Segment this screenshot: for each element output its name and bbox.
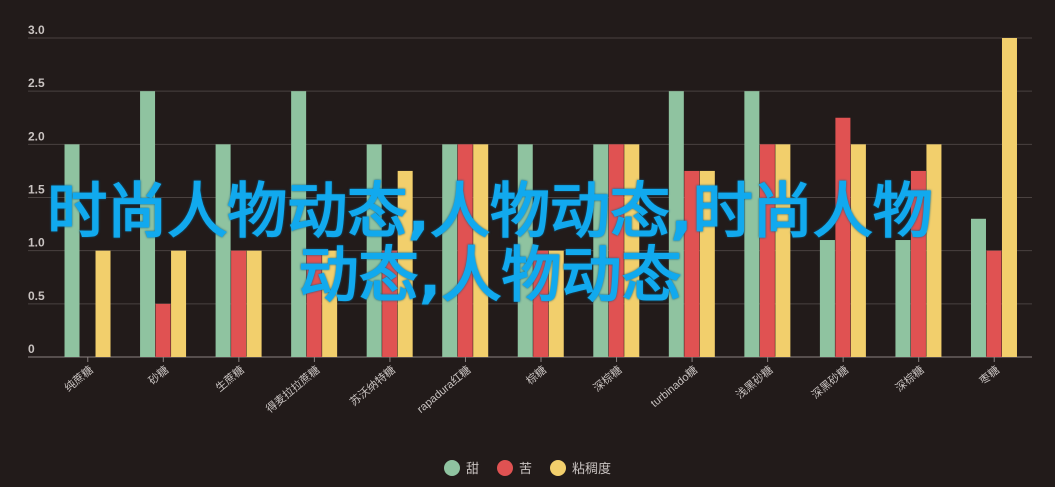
bar [910,170,926,357]
bar [986,250,1002,357]
bar [155,303,171,357]
bar [548,250,564,357]
bar [382,250,398,357]
y-tick-label: 1.5 [28,183,45,197]
bar [473,144,489,357]
bar [699,170,715,357]
legend-label: 甜 [465,461,479,476]
x-tick-label: 得麦拉拉蔗糖 [263,363,323,416]
legend-label: 苦 [518,461,532,476]
bar [231,250,247,357]
bar [593,144,609,357]
bar [624,144,640,357]
bar [895,240,911,357]
bar [322,250,338,357]
x-tick-label: 苏沃纳特糖 [347,363,398,409]
y-tick-label: 0 [28,342,35,356]
x-tick-label: 棕糖 [523,363,549,388]
bar [457,144,473,357]
x-tick-label: 深黑砂糖 [808,363,851,402]
legend-label: 粘稠度 [572,461,612,476]
bar [64,144,80,357]
y-tick-label: 2.0 [28,129,45,143]
x-tick-label: 砂糖 [145,363,171,388]
bar [684,170,700,357]
bar [775,144,791,357]
legend-swatch-icon [443,459,460,476]
bar [835,117,851,357]
x-tick-label: 生蔗糖 [212,363,246,395]
bar [442,144,458,357]
bar [171,250,187,357]
x-tick-label: 深棕糖 [590,363,624,395]
x-tick-label: turbinado糖 [647,363,700,410]
legend-item[interactable]: 苦 [496,458,532,477]
bar [608,144,624,357]
y-tick-label: 2.5 [28,76,45,90]
bar [668,91,684,358]
bar [850,144,866,357]
x-tick-label: 深棕糖 [892,363,926,395]
bar [926,144,942,357]
x-tick-label: 纯蔗糖 [61,363,95,395]
bar [291,91,307,358]
bar [397,170,413,357]
legend-item[interactable]: 甜 [443,458,479,477]
bar [759,144,775,357]
bar [533,250,549,357]
legend-item[interactable]: 粘稠度 [550,458,611,477]
legend-swatch-icon [496,459,513,476]
x-tick-label: 枣糖 [976,363,1002,388]
bar [819,240,835,357]
bar [517,144,533,357]
x-tick-label: rapadura红糖 [414,363,474,416]
legend: 甜 苦 粘稠度 [0,458,1055,477]
bar [970,218,986,357]
bar [95,250,111,357]
y-tick-label: 1.0 [28,236,45,250]
bar [306,250,322,357]
bar [1001,38,1017,357]
legend-swatch-icon [550,459,566,476]
bar [246,250,262,357]
x-tick-label: 浅黑砂糖 [733,363,776,402]
y-tick-label: 3.0 [28,23,45,37]
bar [140,91,156,358]
bar [215,144,231,357]
bar [744,91,760,358]
y-tick-label: 0.5 [28,289,45,303]
bar [366,144,382,357]
